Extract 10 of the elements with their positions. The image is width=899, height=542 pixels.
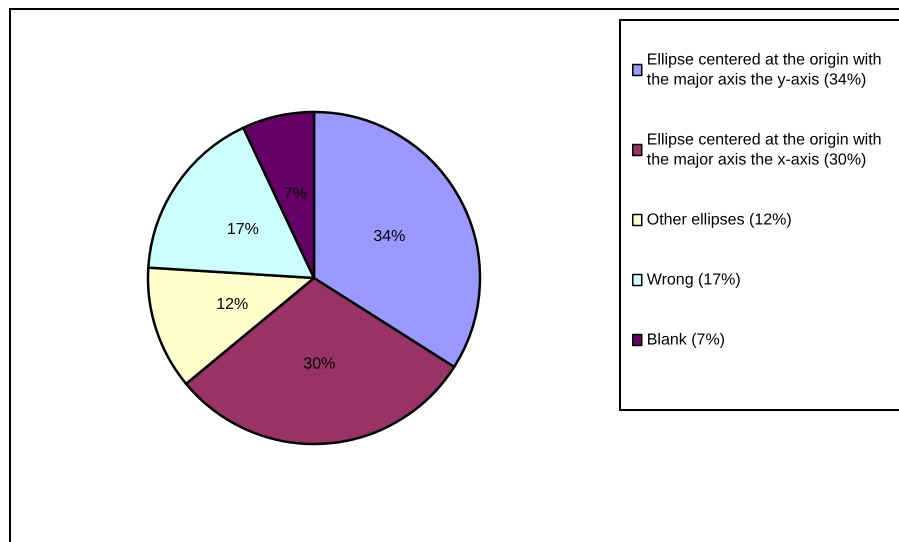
legend-label: Wrong (17%)	[646, 272, 741, 288]
data-label: 12%	[216, 296, 248, 314]
legend-label: Ellipse centered at the origin with the major axis the x-axis (30%)	[646, 132, 886, 168]
legend-label: Other ellipses (12%)	[646, 212, 792, 228]
legend-label: Ellipse centered at the origin with the major axis the y-axis (34%)	[646, 52, 886, 88]
data-label: 34%	[373, 228, 406, 246]
data-label: 17%	[226, 221, 259, 238]
data-label: 30%	[303, 355, 336, 372]
legend-label: Blank (7%)	[646, 332, 725, 348]
data-label: 7%	[284, 186, 307, 203]
